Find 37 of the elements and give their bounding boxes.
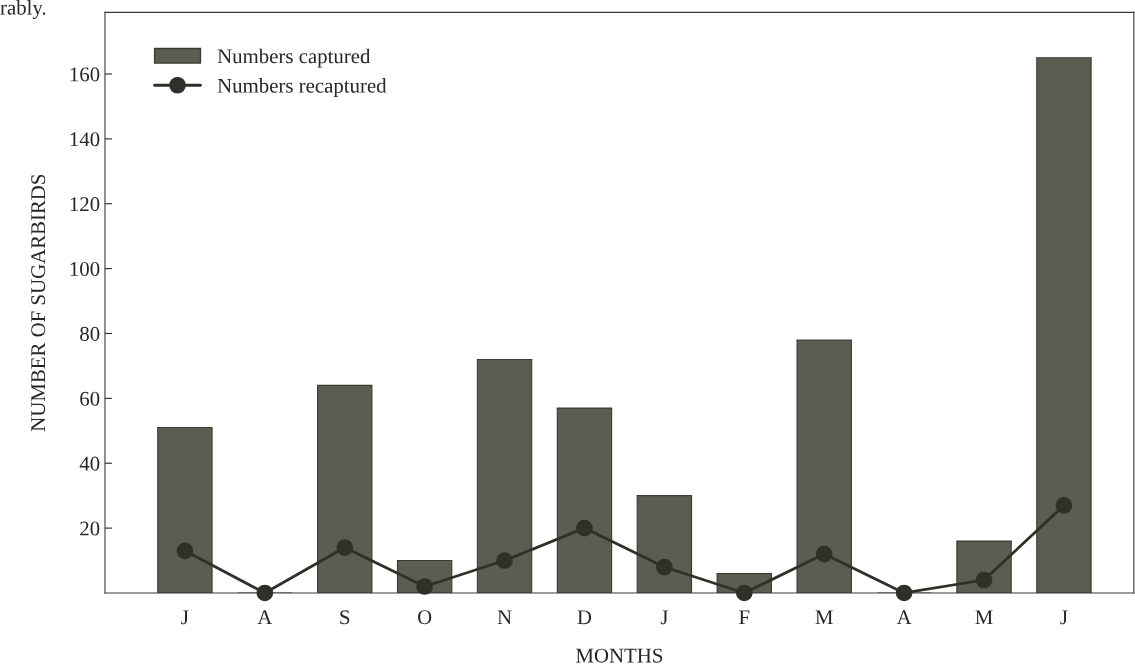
x-tick-label: N (497, 610, 512, 625)
x-tick-label: D (577, 610, 592, 625)
x-tick-label: S (340, 610, 350, 625)
point (416, 578, 433, 595)
x-tick-label: J (660, 610, 668, 625)
point (656, 558, 673, 576)
point (735, 584, 753, 602)
point (895, 584, 913, 602)
y-tick-label: 100 (70, 261, 100, 277)
y-tick-label: 80 (80, 326, 100, 341)
x-tick-label: O (417, 610, 432, 625)
point (975, 571, 993, 589)
x-tick-label: A (896, 610, 912, 625)
x-tick-label: F (739, 610, 750, 625)
point (576, 519, 593, 537)
x-tick-label: J (181, 610, 189, 625)
x-tick-label: M (975, 610, 993, 625)
y-axis-title: NUMBER OF SUGARBIRDS (31, 174, 46, 432)
y-tick-label: 160 (70, 67, 100, 82)
point (256, 584, 274, 602)
point (815, 545, 833, 563)
y-tick-label: 120 (70, 197, 100, 212)
text: rably. (0, 0, 46, 19)
y-tick-label: 20 (80, 521, 100, 536)
x-tick-label: J (1060, 610, 1068, 625)
point (1055, 497, 1073, 514)
legend-label: Numbers captured (217, 48, 371, 68)
y-tick-label: 40 (79, 456, 100, 471)
point (496, 552, 513, 569)
y-tick-label: 140 (70, 132, 100, 147)
x-axis-title: MONTHS (576, 648, 663, 663)
x-tick-label: M (815, 610, 833, 625)
y-tick-label: 60 (80, 391, 100, 406)
legend-label: Numbers recaptured (217, 78, 387, 97)
point (336, 539, 354, 556)
x-tick-label: A (257, 610, 273, 625)
point (176, 542, 194, 560)
